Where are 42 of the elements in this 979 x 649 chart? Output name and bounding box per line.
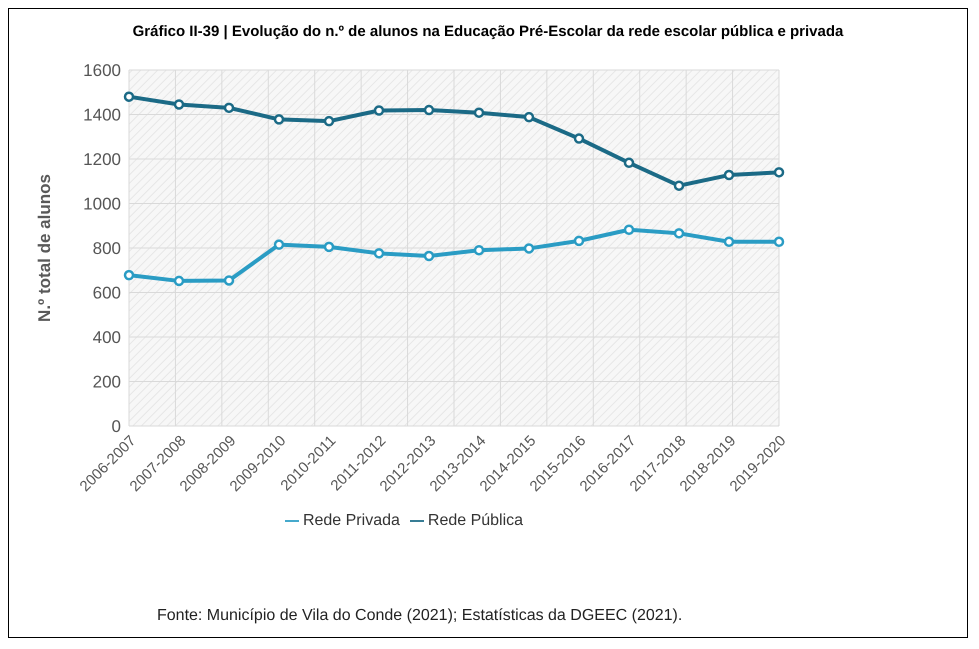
point xyxy=(474,107,484,118)
point xyxy=(174,99,184,110)
point xyxy=(474,244,484,256)
point xyxy=(274,239,284,250)
point xyxy=(374,105,384,116)
legend-label: Rede Pública xyxy=(428,512,524,529)
y-axis-title: N.º total de alunos xyxy=(35,174,54,322)
point xyxy=(624,158,634,168)
y-tick-label: 400 xyxy=(92,328,121,348)
point xyxy=(424,104,434,116)
point xyxy=(124,91,134,102)
point xyxy=(124,270,134,280)
y-tick-label: 200 xyxy=(92,372,121,392)
y-tick-label: 1400 xyxy=(83,106,121,125)
point xyxy=(724,170,734,180)
point xyxy=(424,250,434,262)
point xyxy=(674,180,684,191)
point xyxy=(774,236,784,248)
point xyxy=(524,112,534,122)
point xyxy=(374,248,384,259)
point xyxy=(324,116,334,126)
y-tick-label: 1600 xyxy=(83,61,121,80)
legend-label: Rede Privada xyxy=(302,512,400,529)
point xyxy=(174,276,184,286)
point xyxy=(274,114,284,125)
point xyxy=(324,242,334,252)
point xyxy=(724,236,734,248)
point xyxy=(624,224,634,236)
point xyxy=(674,228,684,239)
point xyxy=(524,243,534,254)
point xyxy=(774,167,784,178)
y-tick-label: 600 xyxy=(92,284,121,303)
point xyxy=(574,133,584,144)
point xyxy=(574,236,584,246)
point xyxy=(224,102,234,114)
y-tick-label: 800 xyxy=(92,239,121,258)
point xyxy=(224,275,234,286)
chart-title: Gráfico II-39 | Evolução do n.º de alunos na Educação Pré-Escolar da rede escolar pública e privada xyxy=(132,23,844,40)
y-tick-label: 1200 xyxy=(83,150,121,170)
y-tick-label: 0 xyxy=(112,417,121,436)
source-note: Fonte: Município de Vila do Conde (2021); Estatísticas da DGEEC (2021). xyxy=(157,607,682,625)
y-tick-label: 1000 xyxy=(83,194,121,214)
